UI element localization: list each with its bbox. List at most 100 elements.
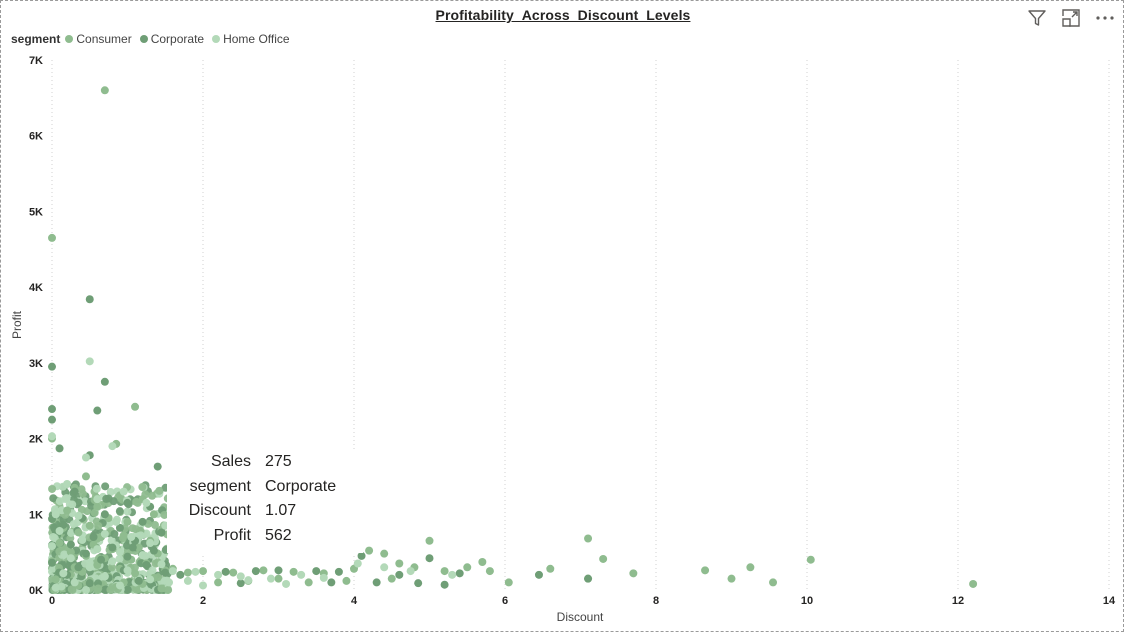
data-point[interactable] [108, 557, 117, 566]
data-point[interactable] [149, 510, 158, 519]
data-point[interactable] [157, 584, 166, 593]
data-point[interactable] [115, 548, 124, 557]
data-point[interactable] [123, 585, 132, 594]
data-point[interactable] [266, 574, 275, 583]
data-point[interactable] [448, 570, 457, 579]
data-point[interactable] [85, 295, 94, 304]
data-point[interactable] [251, 567, 260, 576]
data-point[interactable] [78, 536, 87, 545]
data-point[interactable] [85, 357, 94, 366]
data-point[interactable] [48, 558, 56, 567]
data-point[interactable] [142, 561, 151, 570]
data-point[interactable] [82, 585, 91, 594]
data-point[interactable] [66, 554, 75, 563]
data-point[interactable] [55, 444, 64, 453]
data-point[interactable] [485, 567, 494, 576]
data-point[interactable] [125, 578, 134, 587]
data-point[interactable] [584, 534, 593, 543]
data-point[interactable] [115, 554, 124, 563]
data-point[interactable] [312, 567, 321, 576]
data-point[interactable] [123, 552, 132, 561]
data-point[interactable] [534, 570, 543, 579]
data-point[interactable] [48, 233, 56, 242]
data-point[interactable] [183, 576, 192, 585]
data-point[interactable] [584, 574, 593, 583]
data-point[interactable] [112, 517, 121, 526]
data-point[interactable] [183, 568, 192, 577]
data-point[interactable] [49, 494, 58, 503]
data-point[interactable] [176, 570, 185, 579]
data-point[interactable] [68, 500, 77, 509]
data-point[interactable] [131, 525, 140, 534]
data-point[interactable] [94, 521, 103, 530]
data-point[interactable] [81, 549, 90, 558]
data-point[interactable] [357, 551, 366, 560]
data-point[interactable] [77, 505, 86, 514]
data-point[interactable] [138, 517, 147, 526]
data-point[interactable] [63, 480, 72, 488]
data-point[interactable] [51, 583, 60, 592]
data-point[interactable] [134, 576, 143, 585]
data-point[interactable] [67, 585, 76, 594]
data-point[interactable] [153, 462, 162, 471]
data-point[interactable] [353, 559, 362, 568]
legend-item-corporate[interactable]: Corporate [139, 32, 204, 46]
data-point[interactable] [49, 564, 58, 573]
data-point[interactable] [132, 497, 141, 506]
data-point[interactable] [701, 566, 710, 575]
data-point[interactable] [806, 555, 815, 564]
data-point[interactable] [372, 578, 381, 587]
data-point[interactable] [55, 526, 64, 535]
data-point[interactable] [214, 570, 223, 579]
data-point[interactable] [106, 488, 115, 497]
data-point[interactable] [74, 528, 83, 537]
data-point[interactable] [365, 546, 374, 555]
data-point[interactable] [440, 580, 449, 589]
data-point[interactable] [165, 578, 174, 587]
data-point[interactable] [100, 86, 109, 95]
data-point[interactable] [236, 572, 245, 581]
data-point[interactable] [66, 548, 75, 557]
data-point[interactable] [342, 576, 351, 585]
data-point[interactable] [59, 569, 68, 578]
data-point[interactable] [395, 570, 404, 579]
data-point[interactable] [380, 549, 389, 558]
data-point[interactable] [214, 578, 223, 587]
data-point[interactable] [425, 536, 434, 545]
data-point[interactable] [66, 528, 75, 537]
data-point[interactable] [85, 579, 94, 588]
focus-mode-icon[interactable] [1061, 8, 1081, 28]
data-point[interactable] [59, 520, 68, 529]
data-point[interactable] [134, 543, 143, 552]
data-point[interactable] [100, 510, 109, 519]
data-point[interactable] [387, 574, 396, 583]
data-point[interactable] [66, 540, 75, 549]
data-point[interactable] [100, 585, 109, 594]
data-point[interactable] [161, 568, 170, 577]
data-point[interactable] [406, 567, 415, 576]
data-point[interactable] [119, 487, 128, 496]
data-point[interactable] [769, 578, 778, 587]
data-point[interactable] [93, 545, 102, 554]
data-point[interactable] [425, 554, 434, 563]
data-point[interactable] [440, 567, 449, 576]
data-point[interactable] [168, 567, 177, 576]
data-point[interactable] [48, 542, 56, 551]
legend-item-home-office[interactable]: Home Office [212, 32, 290, 46]
data-point[interactable] [81, 472, 90, 481]
data-point[interactable] [93, 406, 102, 415]
data-point[interactable] [74, 511, 83, 520]
data-point[interactable] [146, 539, 155, 548]
data-point[interactable] [108, 543, 117, 552]
data-point[interactable] [115, 507, 124, 516]
data-point[interactable] [199, 567, 207, 576]
data-point[interactable] [60, 550, 69, 559]
data-point[interactable] [142, 498, 151, 507]
data-point[interactable] [149, 546, 158, 555]
data-point[interactable] [478, 557, 487, 566]
data-point[interactable] [93, 495, 102, 504]
data-point[interactable] [236, 579, 245, 588]
data-point[interactable] [48, 362, 56, 371]
data-point[interactable] [109, 497, 118, 506]
data-point[interactable] [55, 497, 64, 506]
